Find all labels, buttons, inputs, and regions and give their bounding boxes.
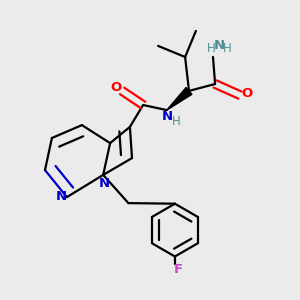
Polygon shape (167, 88, 192, 110)
Text: O: O (241, 87, 252, 100)
Text: O: O (110, 81, 122, 94)
Text: F: F (173, 263, 182, 276)
Text: H: H (207, 42, 216, 55)
Text: N: N (162, 110, 173, 123)
Text: N: N (55, 190, 67, 203)
Text: H: H (171, 115, 180, 128)
Text: N: N (214, 39, 225, 52)
Text: N: N (99, 177, 110, 190)
Text: H: H (223, 42, 232, 55)
